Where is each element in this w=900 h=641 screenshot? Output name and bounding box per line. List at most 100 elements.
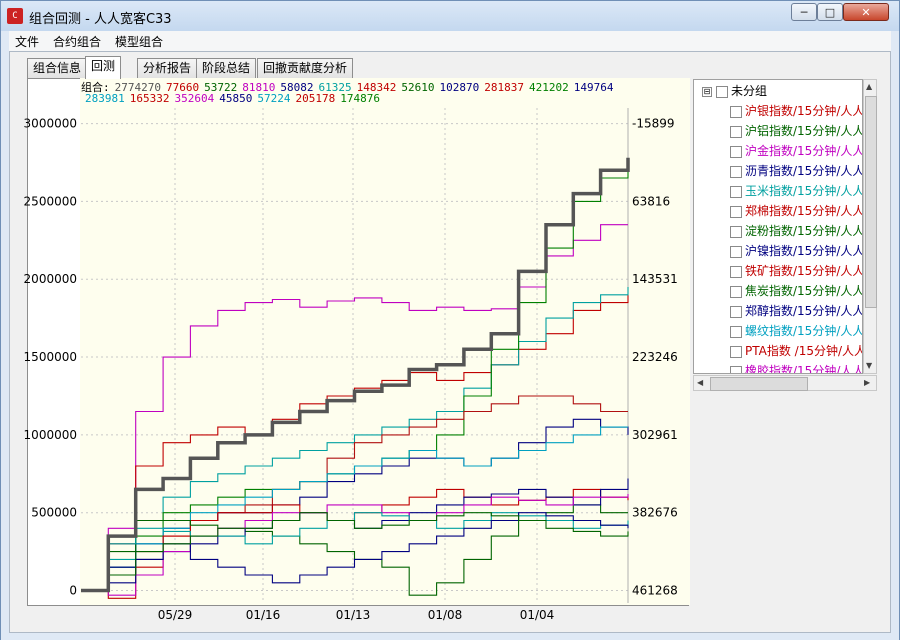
- legend-prefix: 组合:: [81, 81, 110, 94]
- vertical-scroll-thumb[interactable]: [865, 96, 877, 308]
- checkbox-icon[interactable]: [730, 245, 742, 258]
- tree-item-label: 沪铝指数/15分钟/人人: [745, 124, 863, 138]
- legend-value: 2774270: [114, 81, 161, 94]
- series-line: [81, 426, 628, 592]
- tab-portfolio-info[interactable]: 组合信息: [27, 58, 88, 78]
- y-tick-label: 0: [69, 584, 77, 598]
- tab-stage-summary[interactable]: 阶段总结: [196, 58, 257, 78]
- title-bar[interactable]: C 组合回测 - 人人宽客C33 ─ □ ✕: [1, 1, 899, 31]
- y2-tick-label: 223246: [632, 350, 678, 364]
- scroll-up-icon[interactable]: ▲: [866, 82, 873, 91]
- y-tick-label: 2500000: [24, 194, 77, 208]
- tree-item[interactable]: 沥青指数/15分钟/人人: [730, 162, 863, 179]
- maximize-button[interactable]: □: [817, 3, 843, 21]
- checkbox-icon[interactable]: [730, 165, 742, 178]
- legend-value: 148342: [356, 81, 397, 94]
- legend-value: 281837: [484, 81, 524, 94]
- tree-item[interactable]: 沪镍指数/15分钟/人人: [730, 242, 862, 259]
- status-bar: [1, 633, 899, 640]
- tree-item[interactable]: 淀粉指数/15分钟/人人: [730, 222, 863, 239]
- checkbox-icon[interactable]: [730, 345, 742, 358]
- tree-item-label: 橡胶指数/15分钟/人人: [745, 364, 863, 374]
- checkbox-icon[interactable]: [730, 105, 742, 118]
- y-tick-label: 3000000: [24, 117, 77, 131]
- y-tick-label: 500000: [31, 506, 77, 520]
- checkbox-icon[interactable]: [730, 125, 742, 138]
- y-tick-label: 1500000: [24, 350, 77, 364]
- checkbox-icon[interactable]: [730, 285, 742, 298]
- series-line: [81, 512, 629, 592]
- scroll-left-icon[interactable]: ◀: [697, 378, 704, 387]
- tree-item[interactable]: 焦炭指数/15分钟/人人: [730, 282, 862, 299]
- legend-value: 77660: [165, 81, 200, 94]
- legend-value: 53722: [204, 81, 238, 94]
- tree-item-label: 螺纹指数/15分钟/人人: [745, 324, 863, 338]
- tree-item[interactable]: 郑棉指数/15分钟/人人: [730, 202, 863, 219]
- tree-item[interactable]: 螺纹指数/15分钟/人人: [730, 322, 863, 339]
- y2-tick-label: 63816: [632, 194, 670, 208]
- y-tick-label: 1000000: [24, 428, 77, 442]
- tree-item[interactable]: 郑醇指数/15分钟/人人: [730, 302, 862, 319]
- tree-vertical-scrollbar[interactable]: ▲ ▼: [863, 79, 877, 374]
- y2-tick-label: 302961: [632, 428, 678, 442]
- y2-tick-label: 143531: [632, 272, 678, 286]
- series-line: [81, 157, 630, 593]
- legend-value: 45850: [219, 92, 253, 105]
- scroll-right-icon[interactable]: ▶: [864, 378, 871, 387]
- tree-item-label: 郑棉指数/15分钟/人人: [745, 204, 863, 218]
- menu-bar: 文件 合约组合 模型组合: [9, 31, 891, 51]
- checkbox-icon[interactable]: [730, 365, 742, 373]
- y-tick-label: 2000000: [24, 272, 77, 286]
- x-tick-label: 01/08: [428, 608, 463, 622]
- tree-item-label: PTA指数 /15分钟/人人: [745, 344, 863, 358]
- window-title: 组合回测 - 人人宽客C33: [29, 12, 172, 27]
- tree-root-ungrouped[interactable]: ⊟ 未分组: [702, 82, 767, 99]
- tab-analysis-report[interactable]: 分析报告: [137, 58, 198, 78]
- tree-item-label: 淀粉指数/15分钟/人人: [745, 224, 863, 238]
- legend-value: 102870: [439, 81, 480, 94]
- legend-value: 81810: [242, 81, 276, 94]
- legend-value: 205178: [295, 92, 336, 105]
- checkbox-icon[interactable]: [730, 145, 742, 158]
- horizontal-scroll-thumb[interactable]: [710, 377, 808, 391]
- legend-value: 58082: [280, 81, 314, 94]
- checkbox-icon[interactable]: [730, 225, 742, 238]
- checkbox-icon[interactable]: [730, 265, 742, 278]
- series-line: [81, 224, 628, 592]
- scroll-down-icon[interactable]: ▼: [866, 361, 873, 370]
- checkbox-icon[interactable]: [716, 85, 728, 98]
- legend-value: 165332: [129, 92, 170, 105]
- x-tick-label: 05/29: [158, 608, 193, 622]
- checkbox-icon[interactable]: [730, 305, 742, 318]
- menu-model-portfolio[interactable]: 模型组合: [115, 35, 164, 49]
- tree-item[interactable]: PTA指数 /15分钟/人人: [730, 342, 863, 359]
- legend-value: 149764: [573, 81, 614, 94]
- menu-file[interactable]: 文件: [15, 35, 40, 49]
- tree-horizontal-scrollbar[interactable]: ◀ ▶: [693, 375, 877, 391]
- menu-contract-portfolio[interactable]: 合约组合: [53, 35, 102, 49]
- minimize-button[interactable]: ─: [791, 3, 817, 21]
- legend-value: 283981: [85, 92, 125, 105]
- tree-item[interactable]: 铁矿指数/15分钟/人人: [730, 262, 862, 279]
- checkbox-icon[interactable]: [730, 205, 742, 218]
- collapse-icon[interactable]: ⊟: [702, 86, 712, 97]
- legend-value: 61325: [318, 81, 352, 94]
- close-button[interactable]: ✕: [843, 3, 889, 21]
- tree-item-label: 沥青指数/15分钟/人人: [745, 164, 863, 178]
- checkbox-icon[interactable]: [730, 185, 742, 198]
- tab-drawdown-contribution[interactable]: 回撤贡献度分析: [257, 58, 354, 78]
- tree-item[interactable]: 橡胶指数/15分钟/人人: [730, 362, 863, 374]
- tree-item[interactable]: 沪铝指数/15分钟/人人: [730, 122, 863, 139]
- tree-item[interactable]: 沪银指数/15分钟/人人: [730, 102, 862, 119]
- tree-item[interactable]: 沪金指数/15分钟/人人: [730, 142, 862, 159]
- checkbox-icon[interactable]: [730, 325, 742, 338]
- tree-item[interactable]: 玉米指数/15分钟/人人: [730, 182, 862, 199]
- app-logo-icon: C: [7, 8, 23, 24]
- x-tick-label: 01/16: [246, 608, 281, 622]
- legend-row-1: 组合: 2774270 77660 53722 81810 58082 61325 14834…: [81, 79, 623, 95]
- series-line: [81, 512, 629, 592]
- tab-backtest[interactable]: 回测: [85, 56, 122, 79]
- legend-value: 57224: [257, 92, 291, 105]
